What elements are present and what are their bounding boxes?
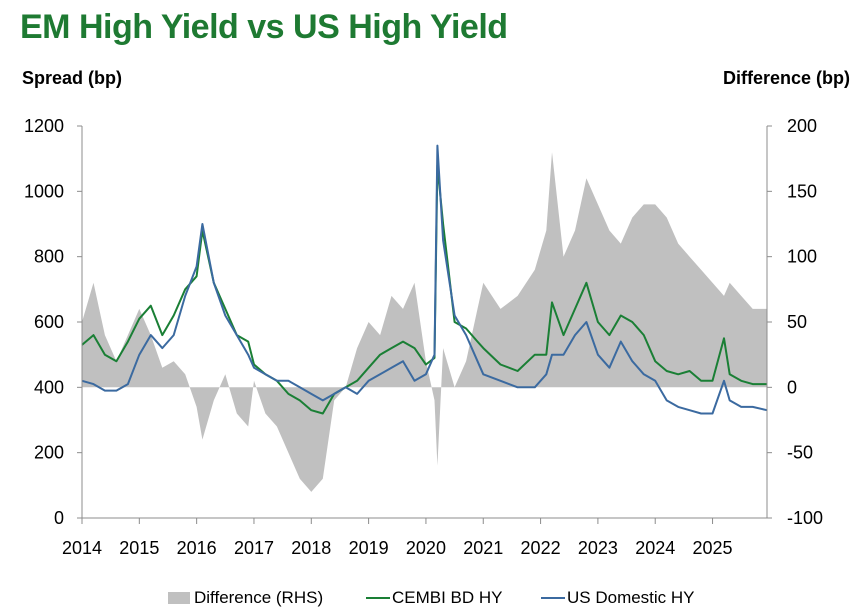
legend-label: CEMBI BD HY	[392, 588, 503, 607]
legend-item: CEMBI BD HY	[366, 588, 503, 608]
x-tick-label: 2022	[521, 538, 561, 558]
right-tick-label: -50	[787, 443, 813, 463]
left-tick-label: 800	[34, 247, 64, 267]
x-tick-label: 2024	[635, 538, 675, 558]
right-axis-title: Difference (bp)	[722, 68, 850, 88]
x-tick-label: 2023	[578, 538, 618, 558]
chart-plot: 0 200 400 600 800 1000 1200 -100 -50 0 50 100 150 200…	[24, 116, 823, 558]
difference-area	[82, 152, 767, 492]
x-tick-label: 2015	[119, 538, 159, 558]
legend-swatch	[541, 597, 565, 599]
legend-item: Difference (RHS)	[168, 588, 323, 608]
legend-label: US Domestic HY	[567, 588, 695, 607]
us-domestic-line	[81, 144, 768, 415]
left-tick-label: 200	[34, 443, 64, 463]
legend-label: Difference (RHS)	[194, 588, 324, 607]
right-tick-label: 50	[787, 312, 807, 332]
left-tick-label: 0	[54, 508, 64, 528]
right-tick-label: 200	[787, 116, 817, 136]
left-tick-label: 1200	[24, 116, 64, 136]
cembi-line	[81, 164, 767, 415]
right-tick-label: -100	[787, 508, 823, 528]
legend-swatch	[168, 592, 190, 604]
x-tick-label: 2018	[291, 538, 331, 558]
legend-item: US Domestic HY	[541, 588, 695, 608]
axis-layer: 0 200 400 600 800 1000 1200 -100 -50 0 50 100 150 200…	[24, 116, 823, 558]
left-tick-label: 600	[34, 312, 64, 332]
legend-swatch	[366, 597, 390, 599]
left-tick-label: 400	[34, 377, 64, 397]
x-tick-label: 2016	[177, 538, 217, 558]
left-tick-label: 1000	[24, 181, 64, 201]
x-tick-label: 2025	[693, 538, 733, 558]
line-layer	[81, 144, 768, 415]
legend: Difference (RHS) CEMBI BD HY US Domestic H…	[0, 588, 856, 614]
right-tick-label: 0	[787, 377, 797, 397]
right-tick-label: 150	[787, 181, 817, 201]
x-tick-label: 2021	[463, 538, 503, 558]
x-tick-label: 2020	[406, 538, 446, 558]
left-axis-title: Spread (bp)	[22, 68, 123, 88]
x-tick-label: 2017	[234, 538, 274, 558]
x-tick-label: 2014	[62, 538, 102, 558]
x-tick-label: 2019	[349, 538, 389, 558]
right-tick-label: 100	[787, 247, 817, 267]
chart-title: EM High Yield vs US High Yield	[20, 8, 508, 46]
area-layer	[82, 152, 767, 492]
